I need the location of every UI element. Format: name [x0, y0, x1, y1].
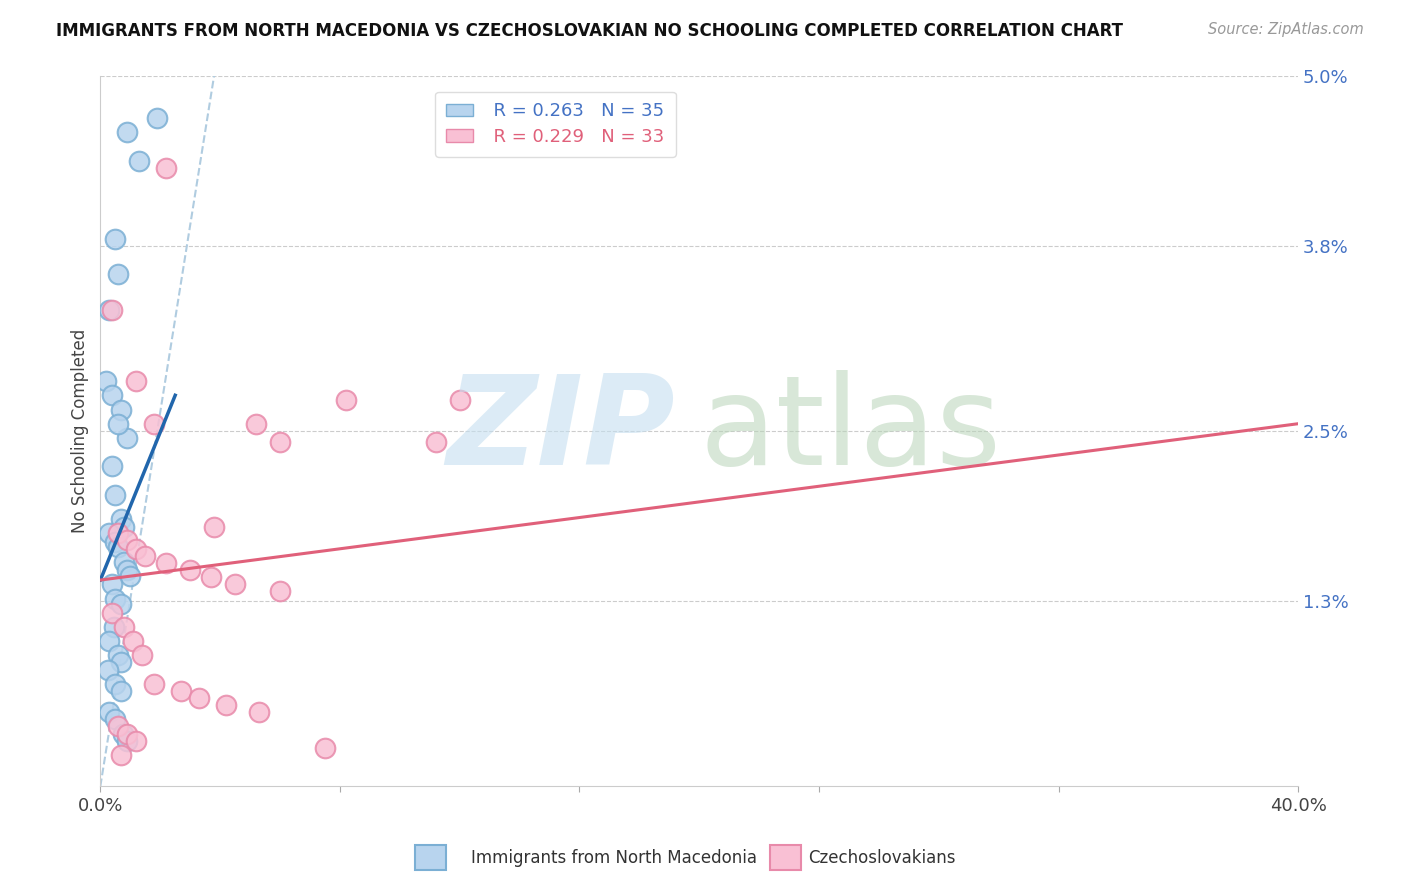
Point: [104, 232, 127, 246]
Point: [110, 684, 132, 698]
Point: [117, 125, 139, 139]
Point: [110, 597, 132, 611]
Point: [98, 526, 121, 541]
Point: [110, 656, 132, 670]
Point: [104, 591, 127, 606]
Point: [314, 740, 336, 755]
Point: [101, 303, 124, 318]
Point: [98, 705, 121, 719]
Point: [101, 459, 124, 474]
Point: [107, 268, 129, 282]
Point: [131, 648, 153, 663]
Point: [155, 161, 177, 175]
Point: [111, 726, 134, 740]
Point: [101, 577, 124, 591]
Text: atlas: atlas: [699, 370, 1001, 491]
Point: [179, 563, 201, 577]
Text: Source: ZipAtlas.com: Source: ZipAtlas.com: [1208, 22, 1364, 37]
Point: [125, 733, 148, 747]
Point: [269, 435, 291, 450]
Point: [188, 691, 211, 706]
Point: [202, 520, 225, 534]
Point: [104, 534, 127, 549]
Point: [103, 620, 125, 634]
Point: [104, 677, 127, 691]
Point: [125, 374, 148, 388]
Point: [112, 555, 135, 569]
Point: [107, 417, 129, 431]
Point: [128, 153, 150, 168]
Point: [122, 634, 145, 648]
Point: [155, 556, 177, 570]
Point: [200, 570, 222, 584]
Y-axis label: No Schooling Completed: No Schooling Completed: [72, 329, 89, 533]
Point: [117, 533, 139, 548]
Point: [215, 698, 238, 713]
Point: [134, 549, 156, 563]
Point: [110, 402, 132, 417]
Point: [110, 747, 132, 762]
Point: [143, 417, 166, 431]
Text: IMMIGRANTS FROM NORTH MACEDONIA VS CZECHOSLOVAKIAN NO SCHOOLING COMPLETED CORREL: IMMIGRANTS FROM NORTH MACEDONIA VS CZECH…: [56, 22, 1123, 40]
Point: [110, 512, 132, 526]
Point: [117, 431, 139, 445]
Point: [112, 520, 135, 534]
Point: [104, 712, 127, 726]
Text: Czechoslovakians: Czechoslovakians: [808, 849, 956, 867]
Point: [117, 726, 139, 740]
Point: [98, 303, 121, 318]
Point: [107, 526, 129, 541]
Point: [335, 392, 357, 407]
Point: [98, 634, 121, 648]
Point: [112, 620, 135, 634]
Point: [97, 663, 120, 677]
Point: [146, 111, 169, 125]
Text: ZIP: ZIP: [447, 370, 675, 491]
Point: [117, 733, 139, 747]
Point: [107, 648, 129, 663]
Point: [104, 488, 127, 502]
Point: [117, 563, 139, 577]
Point: [125, 541, 148, 556]
Point: [101, 388, 124, 402]
Point: [269, 584, 291, 599]
Point: [143, 677, 166, 691]
Point: [170, 684, 193, 698]
Point: [245, 417, 267, 431]
Point: [101, 606, 124, 620]
Point: [247, 705, 270, 719]
Point: [107, 719, 129, 733]
Point: [425, 435, 447, 450]
Point: [120, 569, 142, 583]
Point: [224, 577, 246, 591]
Point: [96, 374, 118, 388]
Legend:   R = 0.263   N = 35,   R = 0.229   N = 33: R = 0.263 N = 35, R = 0.229 N = 33: [436, 92, 675, 156]
Point: [107, 541, 129, 555]
Point: [449, 392, 471, 407]
Text: Immigrants from North Macedonia: Immigrants from North Macedonia: [471, 849, 756, 867]
